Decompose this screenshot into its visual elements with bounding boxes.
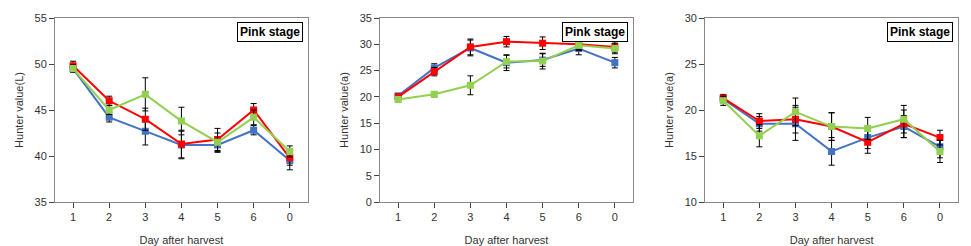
- svg-text:5: 5: [214, 211, 220, 223]
- svg-text:Hunter value(a): Hunter value(a): [338, 72, 350, 148]
- svg-text:35: 35: [360, 12, 372, 24]
- svg-text:45: 45: [35, 104, 47, 116]
- svg-text:2: 2: [106, 211, 112, 223]
- svg-text:5: 5: [540, 211, 546, 223]
- svg-text:3: 3: [792, 211, 798, 223]
- svg-text:30: 30: [360, 38, 372, 50]
- svg-text:25: 25: [685, 58, 697, 70]
- svg-text:Pink stage: Pink stage: [565, 25, 625, 39]
- svg-text:1: 1: [395, 211, 401, 223]
- svg-text:Pink stage: Pink stage: [890, 25, 950, 39]
- svg-text:Hunter value(L): Hunter value(L): [13, 72, 25, 148]
- svg-text:1: 1: [720, 211, 726, 223]
- svg-text:15: 15: [685, 150, 697, 162]
- svg-text:0: 0: [612, 211, 618, 223]
- svg-text:35: 35: [35, 196, 47, 208]
- svg-text:6: 6: [901, 211, 907, 223]
- svg-text:4: 4: [829, 211, 835, 223]
- svg-text:3: 3: [467, 211, 473, 223]
- svg-text:1: 1: [70, 211, 76, 223]
- svg-text:30: 30: [685, 12, 697, 24]
- svg-text:6: 6: [576, 211, 582, 223]
- svg-text:Day after harvest: Day after harvest: [465, 234, 549, 246]
- svg-text:0: 0: [366, 196, 372, 208]
- svg-text:40: 40: [35, 150, 47, 162]
- svg-text:2: 2: [431, 211, 437, 223]
- svg-text:Hunter value(a): Hunter value(a): [663, 72, 675, 148]
- svg-text:2: 2: [756, 211, 762, 223]
- svg-text:4: 4: [503, 211, 509, 223]
- svg-text:Day after harvest: Day after harvest: [140, 234, 224, 246]
- svg-text:Day after harvest: Day after harvest: [790, 234, 874, 246]
- svg-text:10: 10: [360, 143, 372, 155]
- svg-text:5: 5: [366, 170, 372, 182]
- svg-text:15: 15: [360, 117, 372, 129]
- svg-text:25: 25: [360, 64, 372, 76]
- svg-text:20: 20: [685, 104, 697, 116]
- svg-text:0: 0: [937, 211, 943, 223]
- svg-text:5: 5: [865, 211, 871, 223]
- svg-text:3: 3: [142, 211, 148, 223]
- svg-text:6: 6: [251, 211, 257, 223]
- svg-text:55: 55: [35, 12, 47, 24]
- svg-text:4: 4: [178, 211, 184, 223]
- svg-text:20: 20: [360, 91, 372, 103]
- svg-text:Pink stage: Pink stage: [240, 25, 300, 39]
- svg-text:10: 10: [685, 196, 697, 208]
- svg-text:50: 50: [35, 58, 47, 70]
- svg-text:0: 0: [287, 211, 293, 223]
